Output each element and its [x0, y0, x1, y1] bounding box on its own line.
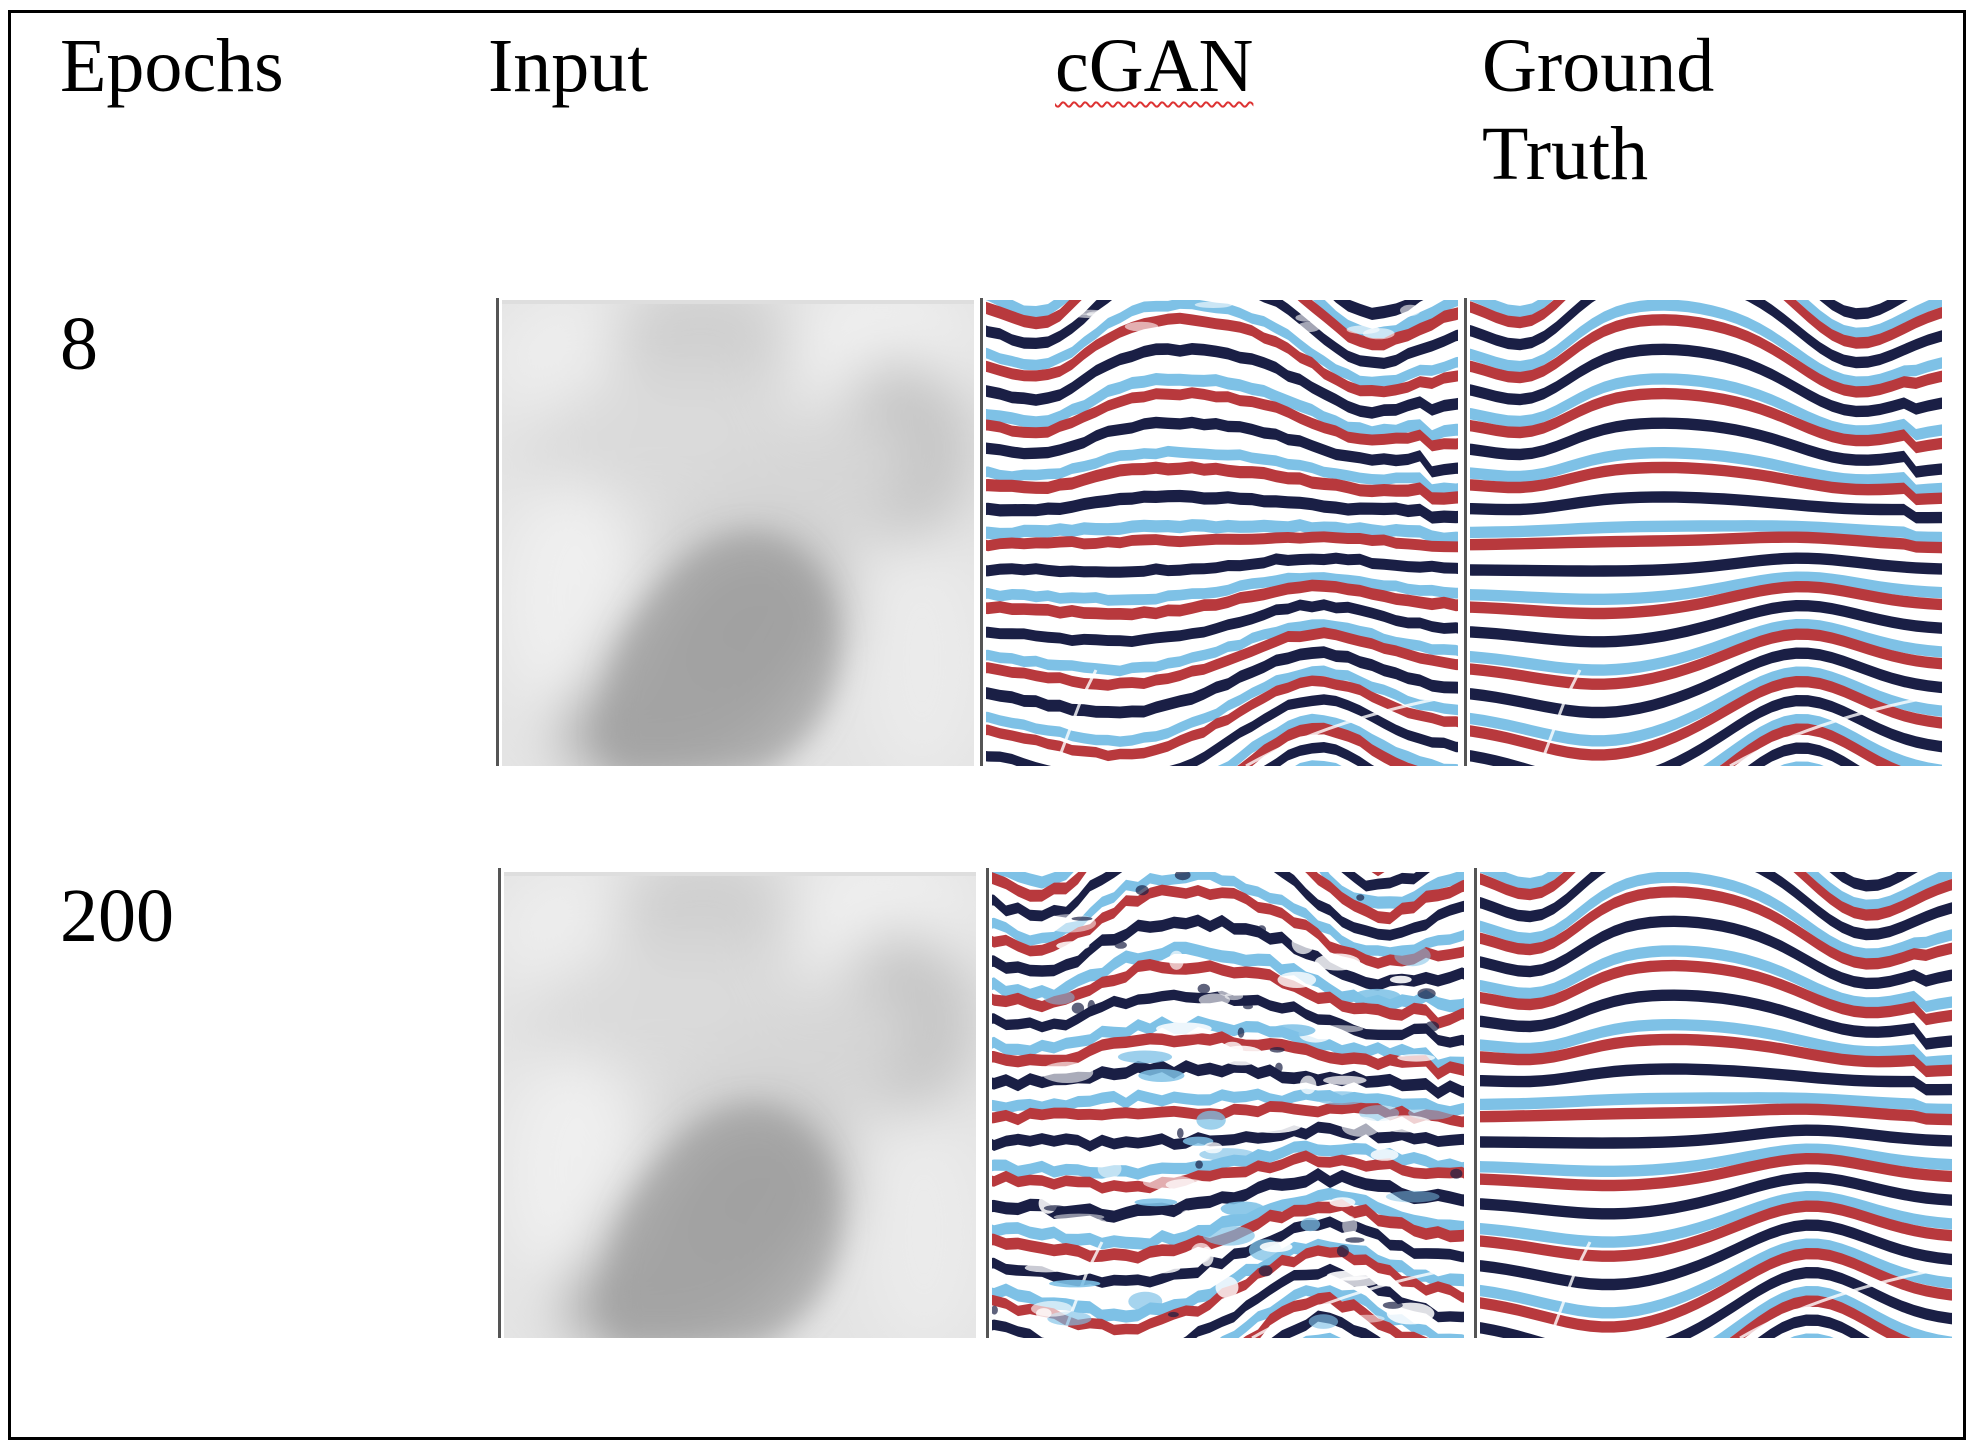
panel-border-line	[1464, 298, 1467, 766]
input-image-epoch-200	[504, 872, 976, 1338]
cgan-output-epoch-200	[992, 872, 1464, 1338]
header-input: Input	[488, 24, 649, 108]
panel-border-line	[496, 298, 499, 766]
ground-truth-image-epoch-8	[1470, 300, 1942, 766]
header-ground-truth-line1: Ground	[1482, 24, 1715, 108]
panel-border-line	[498, 868, 501, 1338]
row-label-epochs-8: 8	[60, 302, 98, 386]
header-epochs: Epochs	[60, 24, 284, 108]
row-label-epochs-200: 200	[60, 874, 174, 958]
panel-border-line	[1474, 868, 1477, 1338]
cgan-output-epoch-8	[986, 300, 1458, 766]
input-image-epoch-8	[502, 300, 974, 766]
figure-frame	[8, 10, 1966, 1440]
panel-border-line	[980, 298, 983, 766]
panel-border-line	[986, 868, 989, 1338]
header-cgan: cGAN	[1055, 24, 1254, 108]
header-ground-truth-line2: Truth	[1482, 112, 1649, 196]
ground-truth-image-epoch-200	[1480, 872, 1952, 1338]
